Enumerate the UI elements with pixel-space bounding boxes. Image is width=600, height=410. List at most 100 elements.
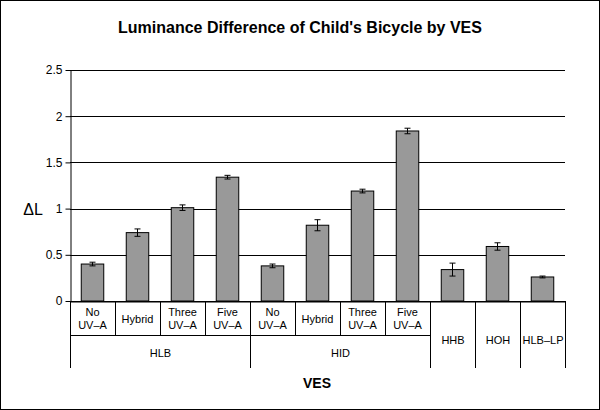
separator bbox=[205, 301, 206, 335]
plot-area bbox=[81, 128, 554, 301]
y-tick-label: 2 bbox=[56, 110, 63, 124]
error-bar-cap bbox=[315, 230, 321, 231]
error-bar-stem bbox=[272, 264, 273, 268]
x-axis-title: VES bbox=[303, 375, 331, 391]
x-tick-label: Hybrid bbox=[122, 313, 154, 325]
error-bar bbox=[270, 264, 276, 268]
group-label: HHB bbox=[441, 334, 464, 346]
error-bar-cap bbox=[180, 210, 186, 211]
x-tick: NoUV–A bbox=[78, 302, 107, 331]
x-tick: Hybrid bbox=[122, 302, 154, 325]
error-bar bbox=[315, 220, 321, 231]
grid-line bbox=[70, 162, 565, 163]
y-axis: 0 0.5 1 1.5 2 2.5 bbox=[46, 63, 71, 308]
x-tick: Hybrid bbox=[302, 302, 334, 325]
y-tick-label: 1.5 bbox=[46, 156, 63, 170]
y-tick: 1 bbox=[56, 202, 71, 216]
x-tick-label: ThreeUV–A bbox=[348, 306, 377, 331]
x-tick: NoUV–A bbox=[258, 302, 287, 331]
separator bbox=[295, 301, 296, 335]
separator bbox=[385, 301, 386, 335]
error-bar-cap bbox=[270, 267, 276, 268]
separator bbox=[520, 301, 521, 368]
grid-line bbox=[70, 209, 565, 210]
separator bbox=[475, 301, 476, 368]
separator bbox=[430, 301, 431, 368]
error-bar-cap bbox=[495, 250, 501, 251]
grid-line bbox=[70, 301, 565, 302]
error-bar-cap bbox=[405, 133, 411, 134]
error-bar-cap bbox=[90, 265, 96, 266]
bar bbox=[531, 277, 554, 301]
y-tick-mark bbox=[66, 116, 71, 117]
x-axis: NoUV–AHybridThreeUV–AFiveUV–ANoUV–AHybri… bbox=[71, 302, 566, 331]
y-tick-mark bbox=[66, 301, 71, 302]
separator bbox=[520, 301, 521, 368]
group-label: HLB bbox=[150, 347, 171, 359]
error-bar-cap bbox=[360, 189, 366, 190]
error-bar-cap bbox=[450, 263, 456, 264]
error-bar-stem bbox=[317, 220, 318, 231]
bar bbox=[81, 264, 104, 301]
chart: 00.511.522.5NoUV–AHybridThreeUV–AFiveUV–… bbox=[0, 0, 600, 410]
chart-border bbox=[1, 1, 600, 410]
y-tick-mark bbox=[66, 255, 71, 256]
error-bar bbox=[450, 263, 456, 276]
error-bar bbox=[360, 189, 366, 193]
error-bar-cap bbox=[90, 262, 96, 263]
y-tick: 2.5 bbox=[46, 63, 71, 77]
y-tick: 1.5 bbox=[46, 156, 71, 170]
grid-line bbox=[70, 116, 565, 117]
error-bar-cap bbox=[540, 276, 546, 277]
group-label: HID bbox=[331, 347, 350, 359]
y-tick: 2 bbox=[56, 110, 71, 124]
error-bar-cap bbox=[135, 228, 141, 229]
y-axis-line bbox=[71, 71, 72, 302]
error-bar-cap bbox=[540, 277, 546, 278]
separator bbox=[251, 335, 431, 336]
separator bbox=[160, 301, 161, 335]
x-tick: ThreeUV–A bbox=[168, 302, 197, 331]
chart-title: Luminance Difference of Child's Bicycle … bbox=[118, 19, 482, 36]
error-bar-stem bbox=[182, 205, 183, 211]
y-tick: 0 bbox=[56, 294, 71, 308]
error-bar bbox=[180, 205, 186, 211]
error-bar-cap bbox=[315, 219, 321, 220]
separator bbox=[475, 301, 476, 368]
y-tick-label: 0 bbox=[56, 294, 63, 308]
error-bar-stem bbox=[362, 189, 363, 193]
x-tick-label: NoUV–A bbox=[258, 306, 287, 331]
error-bar-cap bbox=[180, 204, 186, 205]
y-tick: 0.5 bbox=[46, 248, 71, 262]
x-tick-label: NoUV–A bbox=[78, 306, 107, 331]
y-tick-label: 0.5 bbox=[46, 248, 63, 262]
error-bar-stem bbox=[137, 229, 138, 236]
error-bar bbox=[405, 128, 411, 134]
error-bar-cap bbox=[405, 128, 411, 129]
error-bar bbox=[135, 229, 141, 236]
x-tick-label: Hybrid bbox=[302, 313, 334, 325]
separator bbox=[71, 335, 251, 336]
separator bbox=[430, 301, 431, 368]
y-tick-label: 1 bbox=[56, 202, 63, 216]
separator bbox=[340, 301, 341, 335]
error-bar-stem bbox=[452, 263, 453, 276]
bar bbox=[261, 266, 284, 301]
y-tick-mark bbox=[66, 70, 71, 71]
category-separators bbox=[71, 301, 566, 368]
bar bbox=[126, 233, 149, 301]
separator bbox=[565, 301, 566, 368]
x-tick: ThreeUV–A bbox=[348, 302, 377, 331]
y-axis-title: ΔL bbox=[23, 201, 43, 218]
error-bar-cap bbox=[225, 179, 231, 180]
grid bbox=[70, 71, 565, 302]
bar bbox=[216, 177, 239, 301]
group-label: HLB–LP bbox=[523, 334, 564, 346]
bar bbox=[351, 191, 374, 301]
x-tick-label: ThreeUV–A bbox=[168, 306, 197, 331]
x-axis-line bbox=[71, 302, 566, 303]
y-tick-mark bbox=[66, 209, 71, 210]
error-bar-cap bbox=[270, 264, 276, 265]
separator bbox=[70, 301, 71, 368]
grid-line bbox=[70, 70, 565, 71]
